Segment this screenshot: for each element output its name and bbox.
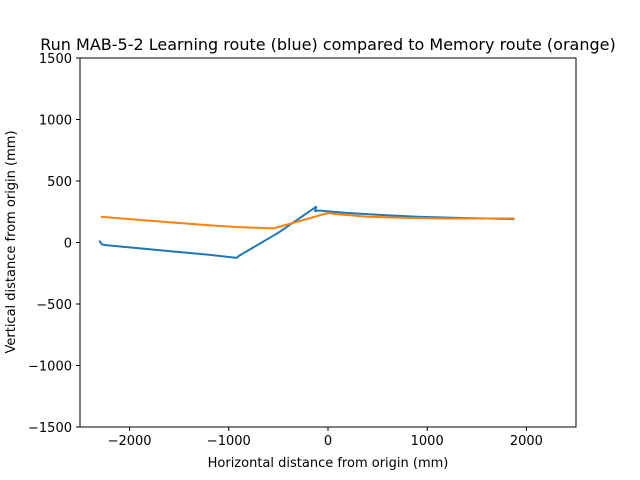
y-axis-label: Vertical distance from origin (mm): [4, 130, 19, 353]
chart-title: Run MAB-5-2 Learning route (blue) compar…: [40, 35, 615, 54]
x-tick-label: −1000: [207, 434, 251, 449]
y-tick-label: −1500: [28, 421, 72, 436]
plot-frame: [79, 57, 577, 428]
y-tick-label: −1000: [28, 360, 72, 375]
x-axis-label: Horizontal distance from origin (mm): [208, 456, 449, 471]
y-tick-label: −500: [36, 298, 72, 313]
x-tick-label: −2000: [108, 434, 152, 449]
learning-route-line: [98, 205, 515, 259]
y-tick-label: 500: [47, 175, 72, 190]
y-tick-label: 1000: [39, 114, 72, 129]
x-tick-label: 2000: [510, 434, 543, 449]
y-tick-label: 1500: [39, 52, 72, 67]
y-tick-label: 0: [64, 237, 72, 252]
axis-ticks: −2000 −1000 0 1000 2000 −1500 −1000 −500 0 500 100…: [28, 52, 543, 449]
x-tick-label: 0: [324, 434, 332, 449]
memory-route-line: [100, 212, 515, 230]
x-tick-label: 1000: [411, 434, 444, 449]
series-lines: [98, 205, 515, 259]
